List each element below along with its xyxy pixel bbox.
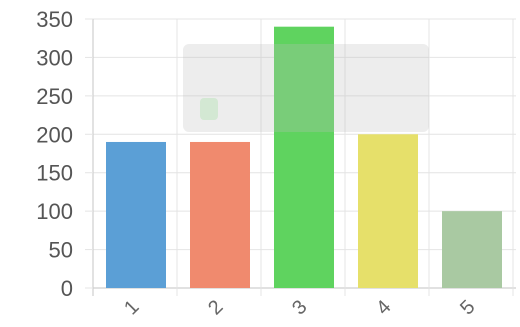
- y-tick-label: 200: [36, 122, 73, 147]
- x-tick-label: 3: [288, 296, 311, 319]
- y-tick-label: 0: [61, 276, 73, 301]
- y-tick-label: 50: [49, 238, 73, 263]
- x-tick-label: 2: [204, 296, 227, 319]
- y-tick-label: 150: [36, 161, 73, 186]
- tooltip-box: [183, 44, 429, 132]
- tooltip-overlay-layer: [183, 44, 429, 132]
- x-tick-label: 5: [456, 296, 479, 319]
- y-tick-label: 300: [36, 45, 73, 70]
- axis-layer: [85, 18, 93, 289]
- bar-layer: [106, 26, 502, 288]
- y-tick-label: 350: [36, 7, 73, 32]
- x-tick-label: 4: [372, 296, 395, 319]
- bar-5[interactable]: [442, 211, 502, 288]
- tooltip-color-swatch: [200, 98, 218, 120]
- bar-2[interactable]: [190, 141, 250, 288]
- bar-4[interactable]: [358, 134, 418, 288]
- bar-3[interactable]: [274, 26, 334, 288]
- y-tick-label: 100: [36, 199, 73, 224]
- y-tick-label: 250: [36, 84, 73, 109]
- tick-label-layer: 0 50 100 150 200 250 300 350 1 2 3 4 5: [36, 7, 479, 319]
- x-tick-label: 1: [120, 296, 143, 319]
- bar-1[interactable]: [106, 141, 166, 288]
